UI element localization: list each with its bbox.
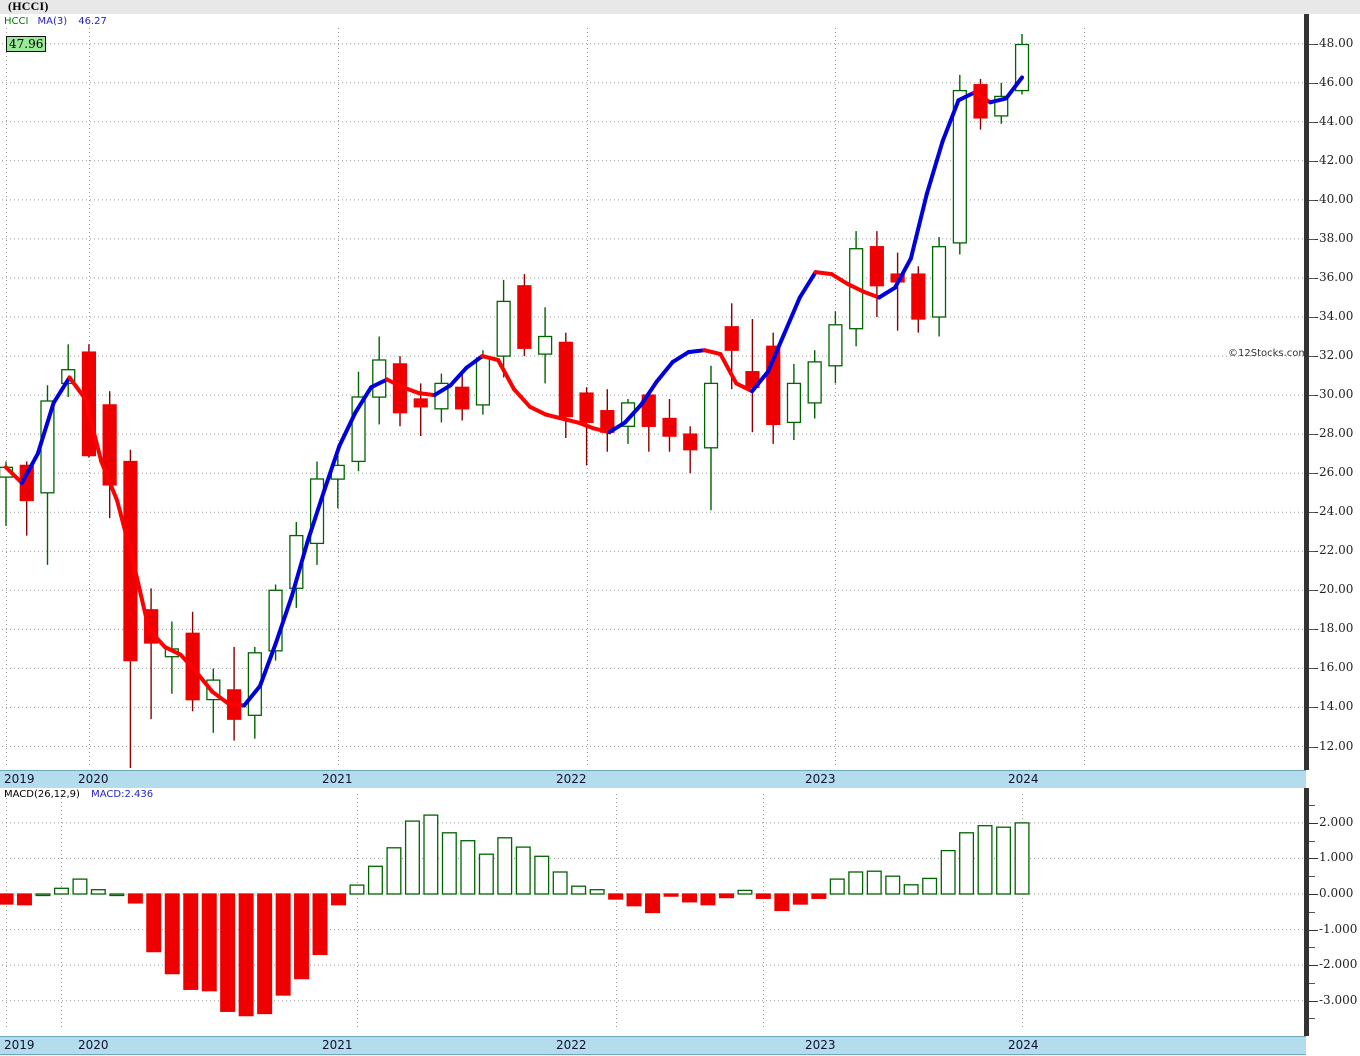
- macd-axis-spine: [1306, 788, 1309, 1036]
- date-axis-year-2019: 2019: [4, 1038, 35, 1052]
- price-axis-minor-tick: [1309, 707, 1315, 709]
- price-axis-label: 24.00: [1319, 504, 1354, 519]
- price-axis-label: 30.00: [1319, 387, 1354, 402]
- macd-axis-label: -1.000: [1319, 921, 1358, 936]
- price-axis-label: 46.00: [1319, 74, 1354, 89]
- macd-axis-minor-tick: [1309, 876, 1315, 878]
- price-axis-label: 16.00: [1319, 660, 1354, 675]
- price-axis-minor-tick: [1309, 238, 1315, 240]
- price-axis-label: 32.00: [1319, 348, 1354, 363]
- price-axis-minor-tick: [1309, 278, 1315, 279]
- price-axis-label: 42.00: [1319, 152, 1354, 167]
- price-axis-minor-tick: [1309, 590, 1315, 592]
- macd-date-axis: 2019 2020 2021 2022 2023 2024: [0, 1036, 1306, 1055]
- price-axis-minor-tick: [1309, 473, 1315, 475]
- price-legend: HCCI MA(3) 46.27: [4, 15, 107, 27]
- macd-legend-label: MACD(26,12,9): [4, 789, 80, 800]
- current-price-tag: 47.96: [6, 36, 47, 53]
- macd-axis-tick: [1309, 858, 1318, 860]
- price-chart-panel[interactable]: HCCI MA(3) 46.27: [0, 14, 1306, 770]
- price-axis-label: 48.00: [1319, 35, 1354, 50]
- price-axis-minor-tick: [1309, 395, 1315, 397]
- price-axis-label: 40.00: [1319, 191, 1354, 206]
- price-axis-label: 18.00: [1319, 621, 1354, 636]
- price-axis-label: 12.00: [1319, 738, 1354, 753]
- date-axis-year-2020: 2020: [78, 772, 109, 786]
- price-axis-label: 26.00: [1319, 465, 1354, 480]
- price-axis-minor-tick: [1309, 629, 1315, 631]
- macd-axis-label: 2.000: [1319, 814, 1354, 829]
- macd-axis-tick: [1309, 965, 1318, 967]
- date-axis-year-2022: 2022: [556, 1038, 587, 1052]
- copyright-notice: ©12Stocks.com: [1228, 348, 1309, 359]
- price-axis-label: 22.00: [1319, 543, 1354, 558]
- macd-axis-tick: [1309, 822, 1318, 824]
- macd-axis-tick: [1309, 894, 1318, 895]
- macd-axis-minor-tick: [1309, 947, 1315, 949]
- price-axis-label: 34.00: [1319, 309, 1354, 323]
- legend-ma-value: 46.27: [78, 16, 107, 27]
- macd-axis-label: 0.000: [1319, 886, 1354, 900]
- macd-axis-label: -3.000: [1319, 992, 1358, 1007]
- price-axis-minor-tick: [1309, 121, 1315, 123]
- macd-axis-minor-tick: [1309, 982, 1315, 984]
- price-y-axis: 12.00 14.00 16.00 18.00 20.00 22.00 24.00 26.00…: [1306, 14, 1360, 770]
- price-axis-minor-tick: [1309, 668, 1315, 670]
- price-axis-minor-tick: [1309, 512, 1315, 514]
- date-axis-year-2023: 2023: [805, 772, 836, 786]
- macd-legend: MACD(26,12,9) MACD:2.436: [4, 789, 153, 800]
- price-axis-label: 38.00: [1319, 230, 1354, 245]
- macd-y-axis: -3.000 -2.000 -1.000 0.000 1.000 2.000: [1306, 788, 1360, 1036]
- macd-plot-svg: [0, 794, 1306, 1030]
- price-axis-label: 44.00: [1319, 113, 1354, 128]
- macd-axis-minor-tick: [1309, 1018, 1315, 1020]
- price-axis-label: 28.00: [1319, 426, 1354, 441]
- macd-axis-label: 1.000: [1319, 850, 1354, 865]
- price-axis-label: 36.00: [1319, 270, 1354, 284]
- price-axis-spine: [1306, 14, 1309, 770]
- date-axis-year-2024: 2024: [1008, 772, 1039, 786]
- date-axis-year-2023: 2023: [805, 1038, 836, 1052]
- price-axis-minor-tick: [1309, 43, 1315, 45]
- macd-axis-tick: [1309, 929, 1318, 931]
- price-axis-label: 14.00: [1319, 699, 1354, 714]
- window-title: (HCCI): [8, 0, 49, 13]
- price-axis-minor-tick: [1309, 160, 1315, 162]
- price-axis-label: 20.00: [1319, 582, 1354, 597]
- date-axis-year-2024: 2024: [1008, 1038, 1039, 1052]
- date-axis-year-2021: 2021: [322, 1038, 353, 1052]
- macd-axis-tick: [1309, 1000, 1318, 1002]
- price-plot-svg: [0, 28, 1306, 768]
- macd-axis-minor-tick: [1309, 840, 1315, 842]
- price-axis-minor-tick: [1309, 434, 1315, 436]
- price-date-axis: 2019 2020 2021 2022 2023 2024: [0, 770, 1306, 789]
- window-title-bar: (HCCI): [0, 0, 1360, 15]
- price-axis-minor-tick: [1309, 82, 1315, 84]
- macd-axis-minor-tick: [1309, 805, 1315, 807]
- price-axis-minor-tick: [1309, 317, 1315, 318]
- price-axis-minor-tick: [1309, 199, 1315, 201]
- legend-symbol: HCCI: [4, 16, 29, 27]
- price-axis-minor-tick: [1309, 551, 1315, 553]
- price-axis-minor-tick: [1309, 746, 1315, 748]
- date-axis-year-2020: 2020: [78, 1038, 109, 1052]
- macd-legend-value: MACD:2.436: [91, 789, 154, 800]
- macd-chart-panel[interactable]: MACD(26,12,9) MACD:2.436: [0, 788, 1306, 1036]
- macd-axis-label: -2.000: [1319, 957, 1358, 972]
- date-axis-year-2019: 2019: [4, 772, 35, 786]
- date-axis-year-2022: 2022: [556, 772, 587, 786]
- macd-axis-minor-tick: [1309, 911, 1315, 913]
- date-axis-year-2021: 2021: [322, 772, 353, 786]
- legend-ma-label: MA(3): [37, 16, 68, 27]
- price-axis-minor-tick: [1309, 356, 1315, 358]
